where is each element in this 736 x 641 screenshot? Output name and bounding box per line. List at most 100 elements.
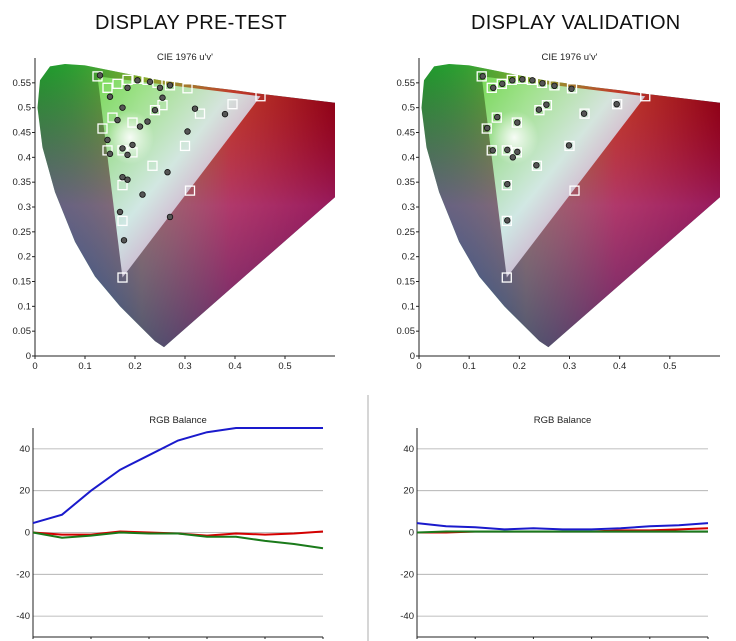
target-square bbox=[531, 160, 543, 171]
target-square bbox=[579, 108, 590, 119]
y-tick-label: 40 bbox=[19, 444, 30, 455]
series-line-2 bbox=[32, 427, 323, 525]
measured-point bbox=[114, 116, 121, 124]
target-square bbox=[526, 74, 538, 86]
measured-point bbox=[613, 100, 620, 108]
target-square bbox=[566, 83, 578, 94]
x-tick-label: 0.3 bbox=[563, 361, 576, 372]
measured-point bbox=[509, 77, 516, 84]
y-tick-label: -40 bbox=[16, 611, 30, 622]
measured-point bbox=[146, 78, 154, 86]
measured-point bbox=[504, 146, 511, 154]
measured-point bbox=[124, 84, 131, 91]
x-tick-label: 0.4 bbox=[228, 361, 241, 372]
target-square bbox=[486, 145, 497, 156]
target-square bbox=[612, 99, 623, 110]
target-square bbox=[501, 272, 512, 283]
measured-point bbox=[156, 84, 164, 91]
measured-point bbox=[96, 72, 104, 79]
y-tick-label: 0.45 bbox=[397, 128, 416, 139]
target-square bbox=[117, 272, 128, 283]
y-tick-label: 0.05 bbox=[13, 326, 32, 337]
y-tick-label: 0.55 bbox=[397, 78, 416, 89]
y-tick-label: 0.05 bbox=[397, 326, 416, 337]
measured-point bbox=[166, 82, 174, 89]
target-square bbox=[179, 140, 191, 152]
target-square bbox=[536, 77, 548, 88]
measured-point bbox=[479, 73, 486, 80]
y-tick-label: -20 bbox=[400, 569, 414, 580]
y-tick-label: 0.1 bbox=[18, 301, 31, 312]
target-square bbox=[491, 112, 502, 123]
target-square bbox=[481, 123, 492, 134]
y-tick-label: 0.4 bbox=[18, 152, 31, 163]
target-square bbox=[496, 78, 507, 89]
measured-point bbox=[124, 151, 131, 159]
y-tick-label: -20 bbox=[16, 569, 30, 580]
y-tick-label: 0.35 bbox=[397, 177, 416, 188]
y-tick-label: 0 bbox=[409, 528, 414, 539]
target-square bbox=[184, 185, 196, 196]
target-square bbox=[516, 73, 527, 85]
x-tick-label: 0.1 bbox=[463, 361, 476, 372]
measured-point bbox=[568, 85, 575, 92]
measured-point bbox=[494, 113, 501, 121]
target-square bbox=[164, 80, 176, 91]
cie-chart-1: 0 0.1 0.2 0.3 0.4 0.5 0 0.05 0.1 0.15 0.2 0.25 0.3 0.… bbox=[13, 52, 335, 372]
y-tick-label: 0.3 bbox=[18, 202, 31, 213]
y-tick-label: 0 bbox=[25, 528, 30, 539]
target-square bbox=[569, 185, 580, 196]
measured-point bbox=[120, 237, 128, 244]
measured-point bbox=[565, 142, 573, 149]
measured-point bbox=[535, 106, 543, 113]
measured-point bbox=[514, 119, 521, 126]
x-tick-label: 0.2 bbox=[128, 361, 141, 372]
target-square bbox=[501, 179, 512, 191]
measured-point bbox=[104, 136, 111, 144]
measured-point bbox=[580, 110, 588, 117]
y-tick-label: 0.2 bbox=[18, 252, 31, 263]
measured-point bbox=[124, 176, 131, 183]
x-tick-label: 0.5 bbox=[663, 361, 676, 372]
x-tick-label: 0 bbox=[416, 361, 421, 372]
y-tick-label: 0.5 bbox=[18, 103, 31, 114]
target-square bbox=[541, 100, 553, 111]
target-square bbox=[501, 145, 512, 156]
x-tick-label: 0.5 bbox=[278, 361, 291, 372]
target-square bbox=[511, 117, 522, 128]
y-tick-label: 0.4 bbox=[402, 152, 415, 163]
y-tick-label: 0.25 bbox=[397, 227, 416, 238]
x-tick-label: 0.1 bbox=[78, 361, 91, 372]
y-tick-label: 20 bbox=[403, 486, 414, 497]
y-tick-label: 0.3 bbox=[402, 202, 415, 213]
measured-point bbox=[116, 208, 124, 216]
measured-point bbox=[543, 101, 550, 108]
measured-point bbox=[159, 94, 166, 101]
measured-point bbox=[119, 145, 126, 152]
cie-chart-2: 0 0.1 0.2 0.3 0.4 0.5 0 0.05 0.1 0.15 0.2 0.25 0.3 0.… bbox=[397, 52, 720, 372]
target-square bbox=[147, 160, 158, 171]
y-tick-label: -40 bbox=[400, 611, 414, 622]
target-square bbox=[97, 123, 108, 134]
chart-title: RGB Balance bbox=[149, 415, 207, 426]
target-square bbox=[112, 78, 123, 89]
measured-point bbox=[533, 162, 540, 169]
target-square bbox=[501, 215, 512, 227]
rgb-balance-chart-2: -40-2002040020406080100RGB Balance bbox=[400, 415, 709, 639]
target-square bbox=[102, 82, 113, 93]
measured-point bbox=[166, 213, 174, 221]
measured-point bbox=[509, 154, 517, 161]
measured-point bbox=[499, 80, 506, 88]
x-tick-label: 0.4 bbox=[613, 361, 626, 372]
pretest-heading: DISPLAY PRE-TEST bbox=[95, 12, 287, 34]
measured-point bbox=[191, 105, 199, 112]
y-tick-label: 0.45 bbox=[13, 128, 32, 139]
y-tick-label: 0.5 bbox=[402, 103, 415, 114]
measured-point bbox=[106, 93, 114, 100]
y-tick-label: 20 bbox=[19, 486, 30, 497]
y-tick-label: 0.1 bbox=[402, 301, 415, 312]
measured-point bbox=[221, 110, 229, 118]
measured-point bbox=[519, 76, 526, 83]
rgb-balance-chart-1: -40-2002040020406080100RGB Balance bbox=[16, 415, 324, 639]
